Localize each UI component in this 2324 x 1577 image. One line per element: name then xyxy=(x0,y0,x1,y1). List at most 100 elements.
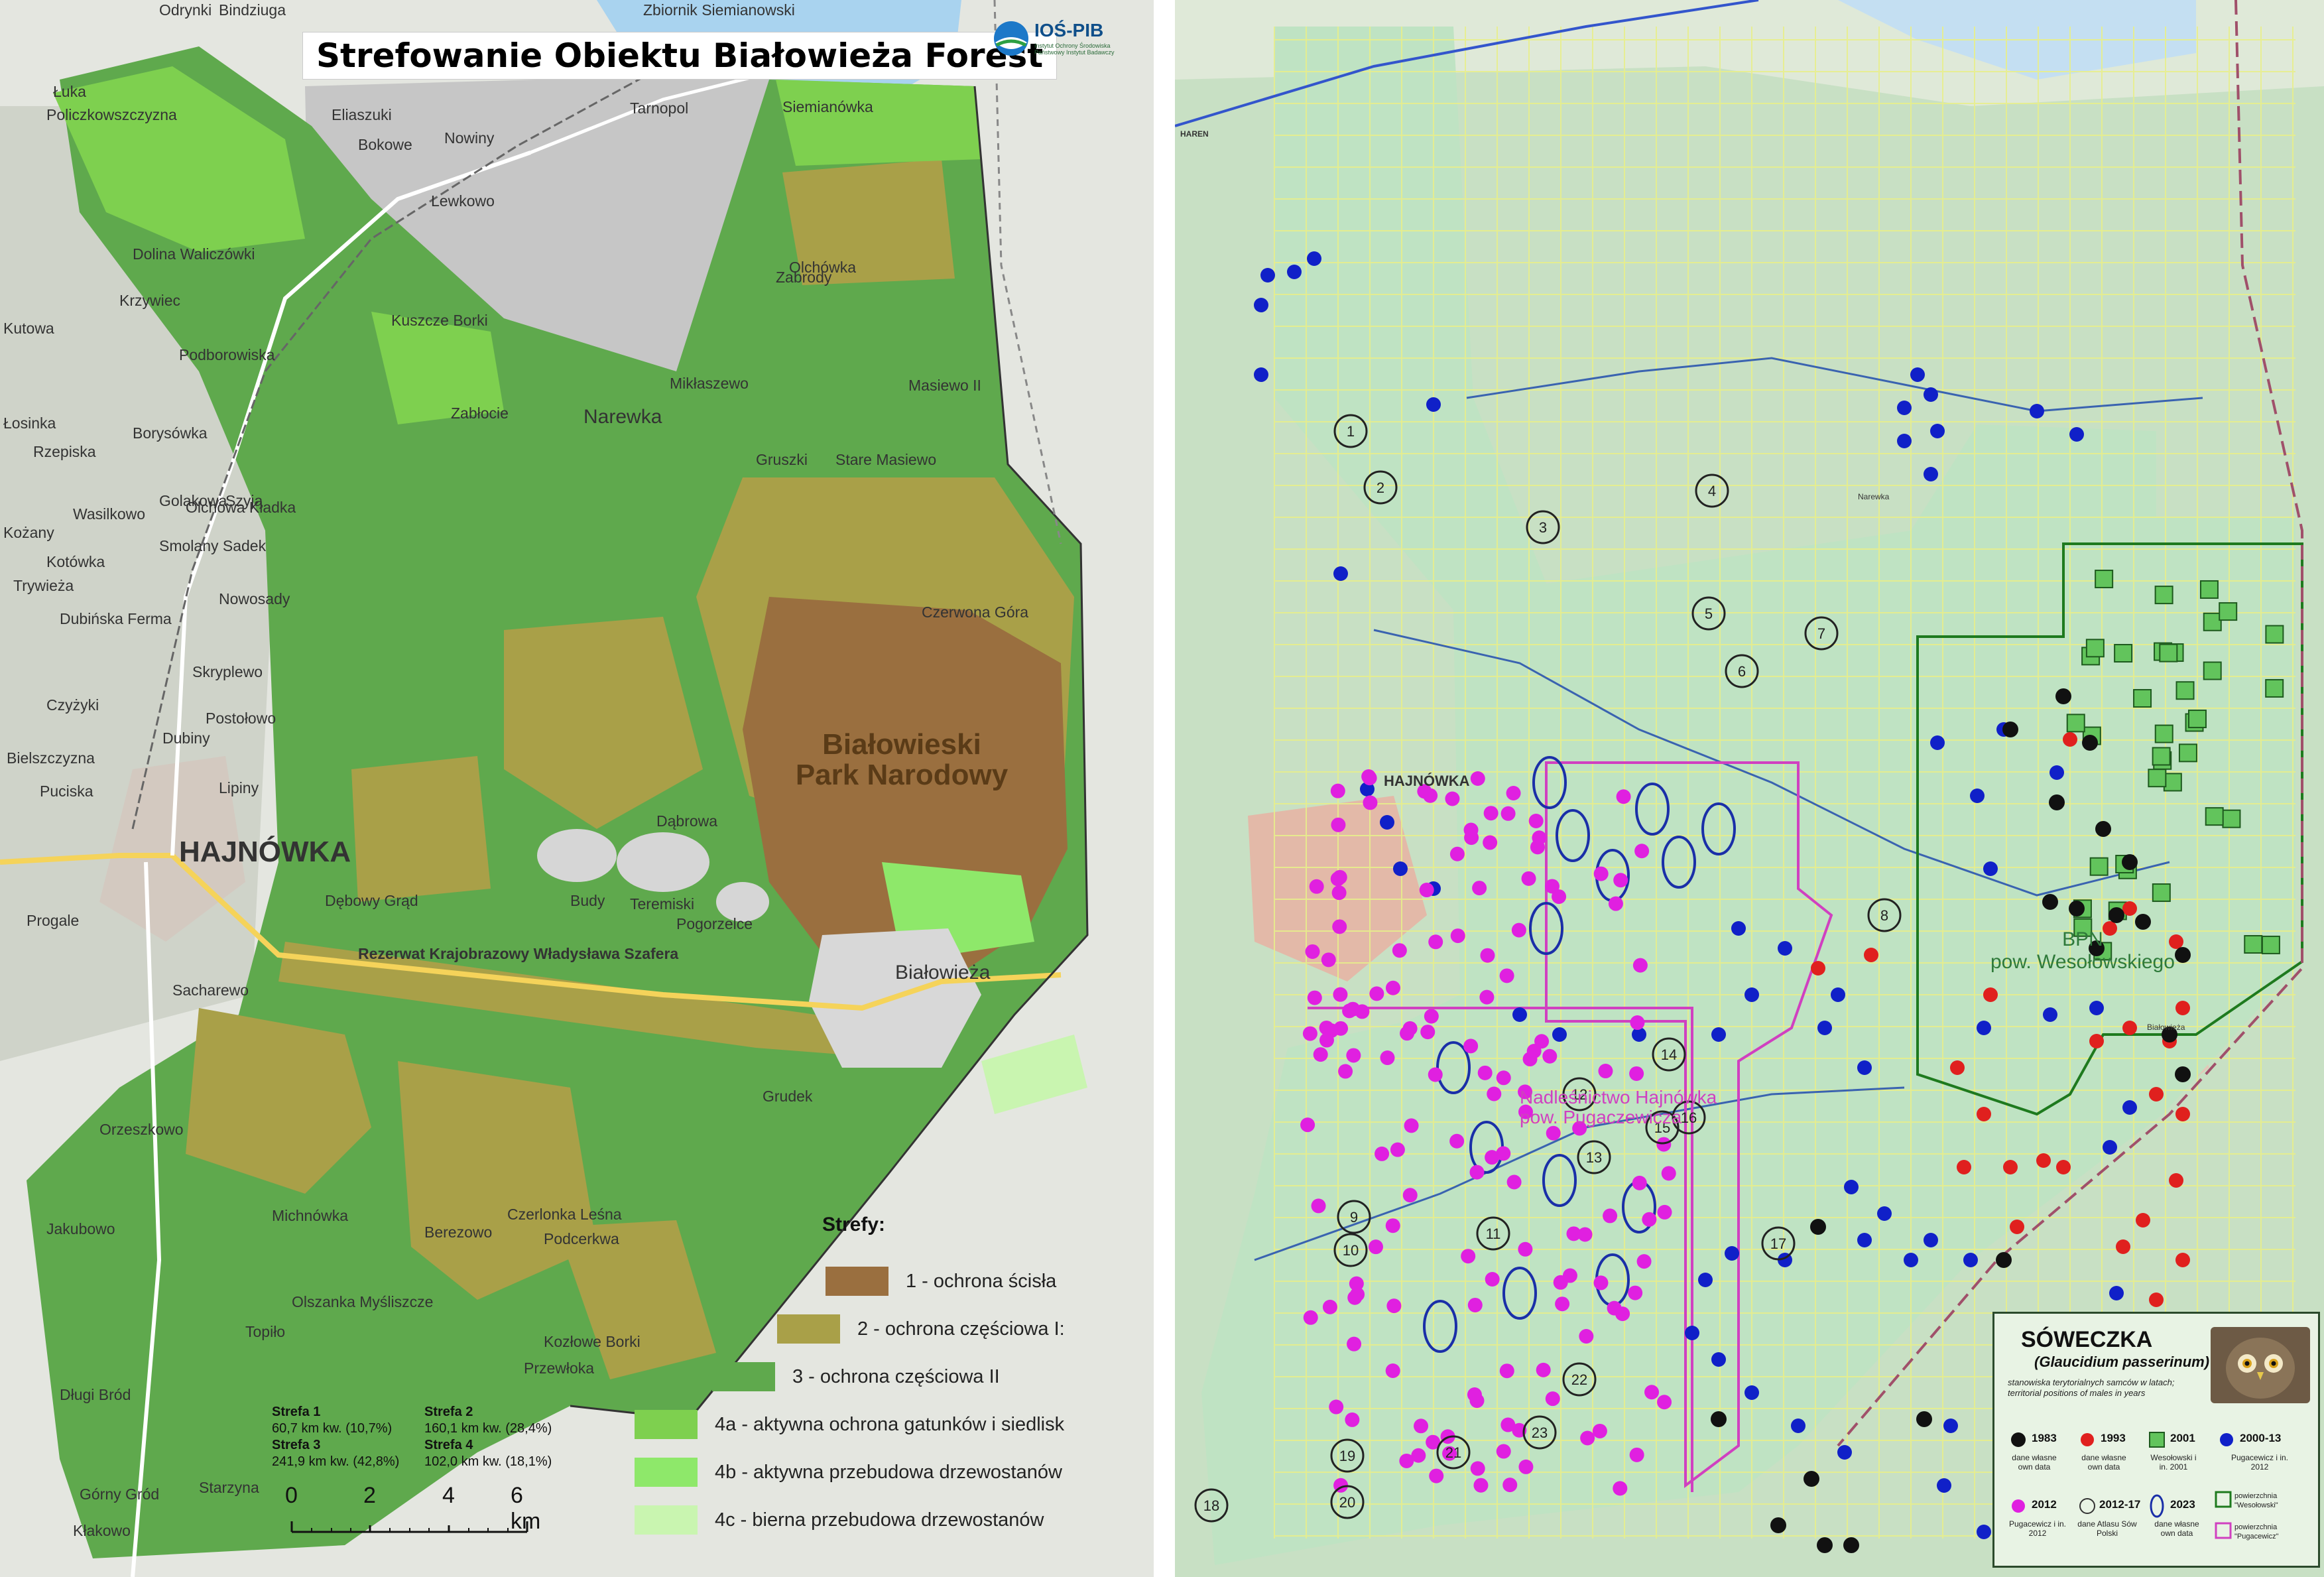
record-2012-dot xyxy=(1593,866,1609,881)
place-label: Berezowo xyxy=(424,1224,493,1241)
stat-name: Strefa 3 xyxy=(272,1438,321,1452)
record-1983-dot xyxy=(2122,854,2138,870)
record-2000-13-dot xyxy=(1552,1027,1567,1042)
legend-1993-icon xyxy=(2081,1433,2094,1446)
record-2012-dot xyxy=(1347,1336,1362,1352)
record-2023-ellipse xyxy=(1529,902,1563,955)
record-2000-13-dot xyxy=(1970,788,1985,803)
place-label: Dąbrowa xyxy=(656,812,718,830)
site-circle xyxy=(1526,510,1560,544)
legend-2001-icon xyxy=(2149,1432,2165,1448)
place-label: Kozłowe Borki xyxy=(544,1333,641,1350)
place-label: Podcerkwa xyxy=(544,1230,619,1247)
site-circle xyxy=(1645,1110,1680,1145)
place-label: Szyja xyxy=(225,492,263,509)
site-number: 15 xyxy=(1654,1119,1670,1136)
record-2012-dot xyxy=(1442,1446,1457,1461)
record-2012-dot xyxy=(1402,1021,1418,1036)
record-2012-dot xyxy=(1530,840,1545,855)
record-2012-dot xyxy=(1420,1025,1436,1040)
site-circle xyxy=(1330,1438,1365,1473)
place-label: Rzepiska xyxy=(33,443,96,460)
record-1983-dot xyxy=(2069,901,2085,916)
record-2012-dot xyxy=(1487,1086,1502,1102)
record-2000-13-dot xyxy=(1930,424,1945,438)
legend-item: 1 - ochrona ścisła xyxy=(826,1267,1056,1296)
zoning-map-panel: Strefowanie Obiektu Białowieża Forest IO… xyxy=(0,0,1154,1577)
record-2012-dot xyxy=(1470,771,1485,786)
logo-subtitle: Instytut Ochrony Środowiska Państwowy In… xyxy=(1034,42,1115,56)
legend-title: Strefy: xyxy=(822,1214,886,1235)
record-2012-dot xyxy=(1423,788,1438,803)
place-label: Starzyna xyxy=(199,1479,259,1496)
site-circle xyxy=(1695,473,1729,508)
record-2012-dot xyxy=(1630,1015,1645,1031)
place-label: Trywieża xyxy=(13,577,74,594)
record-2012-dot xyxy=(1483,806,1498,821)
map-title: Strefowanie Obiektu Białowieża Forest xyxy=(302,32,1058,80)
record-2012-dot xyxy=(1463,1039,1479,1054)
record-1993-dot xyxy=(2136,1213,2150,1228)
logo-name: IOŚ-PIB xyxy=(1034,20,1104,40)
record-2001-square xyxy=(2203,661,2222,680)
record-2012-dot xyxy=(1426,1434,1441,1450)
record-2012-dot xyxy=(1392,943,1407,958)
record-1993-dot xyxy=(2175,1001,2190,1015)
place-label: Teremiski xyxy=(630,895,695,913)
record-2012-dot xyxy=(1386,1298,1402,1314)
record-2023-ellipse xyxy=(1662,836,1696,889)
record-1993-dot xyxy=(2175,1253,2190,1267)
place-label: Michnówka xyxy=(272,1207,349,1224)
record-2023-ellipse xyxy=(1423,1300,1457,1353)
place-label: Przewłoka xyxy=(524,1359,595,1377)
record-1993-dot xyxy=(2122,901,2137,916)
place-label: Nowiny xyxy=(444,129,495,147)
legend-item: 3 - ochrona częściowa II xyxy=(712,1362,1000,1391)
legend-caption: dane własne own data xyxy=(2012,1453,2057,1472)
legend-label: 3 - ochrona częściowa II xyxy=(792,1365,1000,1387)
place-label: Skryplewo xyxy=(192,663,263,680)
record-2012-dot xyxy=(1300,1117,1315,1133)
legend-year: 1993 xyxy=(2101,1432,2126,1444)
place-label: Olchówka xyxy=(789,259,856,276)
record-2001-square xyxy=(2205,807,2224,826)
site-circle xyxy=(1804,616,1839,651)
record-2000-13-dot xyxy=(2089,1001,2104,1015)
site-circle xyxy=(1363,470,1398,505)
site-number: 6 xyxy=(1738,663,1746,680)
site-circle xyxy=(1194,1488,1229,1523)
legend-item: 2 - ochrona częściowa I: xyxy=(777,1314,1065,1344)
record-2023-ellipse xyxy=(1701,802,1736,855)
place-label: Postołowo xyxy=(206,710,276,727)
record-2012-dot xyxy=(1302,1026,1317,1041)
record-2012-dot xyxy=(1385,1363,1400,1378)
record-1993-dot xyxy=(2169,1173,2183,1188)
record-2012-dot xyxy=(1613,873,1628,888)
place-label: Grudek xyxy=(763,1088,813,1105)
record-2000-13-dot xyxy=(1897,434,1912,448)
record-2001-square xyxy=(2265,678,2284,698)
legend-swatch xyxy=(635,1458,698,1487)
legend-2023-icon xyxy=(2150,1494,2164,1518)
record-2012-dot xyxy=(1404,1118,1419,1133)
place-label: Jakubowo xyxy=(46,1220,115,1237)
place-label: Górny Gród xyxy=(80,1485,160,1503)
place-label: Budy xyxy=(570,892,605,909)
place-label: Zbiornik Siemianowski xyxy=(643,1,795,19)
record-2001-square xyxy=(2154,724,2173,743)
record-2000-13-dot xyxy=(2103,1140,2117,1155)
record-2000-13-dot xyxy=(1977,1021,1991,1035)
record-2012-dot xyxy=(1333,987,1348,1002)
site-number: 5 xyxy=(1705,605,1713,622)
record-2000-13-dot xyxy=(1963,1253,1978,1267)
record-2001-square xyxy=(2265,625,2284,644)
iospib-logo-icon xyxy=(994,21,1028,56)
site-number: 22 xyxy=(1571,1371,1587,1388)
place-label: Olchowa Kładka xyxy=(186,499,296,516)
record-2001-square xyxy=(2085,639,2105,658)
record-2012-dot xyxy=(1499,968,1514,983)
record-2001-square xyxy=(2163,773,2182,792)
record-2012-dot xyxy=(1385,1218,1400,1233)
site-circle xyxy=(1725,654,1759,688)
record-2000-13-dot xyxy=(1897,401,1912,415)
